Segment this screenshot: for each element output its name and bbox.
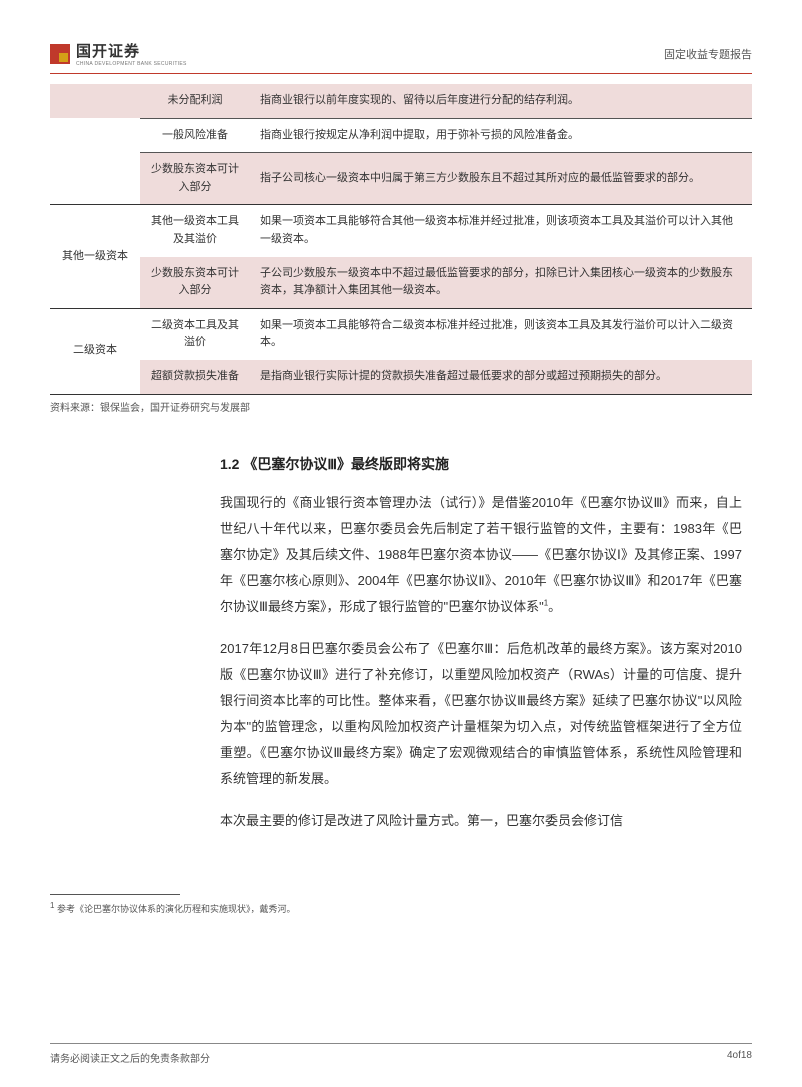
paragraph: 2017年12月8日巴塞尔委员会公布了《巴塞尔Ⅲ：后危机改革的最终方案》。该方案… <box>220 636 742 792</box>
table-row: 超额贷款损失准备 是指商业银行实际计提的贷款损失准备超过最低要求的部分或超过预期… <box>50 360 752 394</box>
footnote-text: 参考《论巴塞尔协议体系的演化历程和实施现状》，戴秀河。 <box>54 904 295 914</box>
desc-cell: 子公司少数股东一级资本中不超过最低监管要求的部分，扣除已计入集团核心一级资本的少… <box>250 257 752 309</box>
logo-icon <box>50 44 70 64</box>
cat-cell <box>50 153 140 205</box>
logo-text-en: CHINA DEVELOPMENT BANK SECURITIES <box>76 61 187 67</box>
body-content: 1.2 《巴塞尔协议Ⅲ》最终版即将实施 我国现行的《商业银行资本管理办法（试行）… <box>220 454 742 834</box>
page-header: 国开证券 CHINA DEVELOPMENT BANK SECURITIES 固… <box>50 40 752 74</box>
table-source: 资料来源：银保监会，国开证券研究与发展部 <box>50 399 752 414</box>
cat-cell <box>50 118 140 153</box>
item-cell: 二级资本工具及其溢价 <box>140 308 250 360</box>
cat-cell: 其他一级资本 <box>50 205 140 308</box>
footnote: 1 参考《论巴塞尔协议体系的演化历程和实施现状》，戴秀河。 <box>50 901 752 915</box>
desc-cell: 如果一项资本工具能够符合二级资本标准并经过批准，则该资本工具及其发行溢价可以计入… <box>250 308 752 360</box>
paragraph: 我国现行的《商业银行资本管理办法（试行）》是借鉴2010年《巴塞尔协议Ⅲ》而来，… <box>220 490 742 620</box>
table-row: 少数股东资本可计入部分 指子公司核心一级资本中归属于第三方少数股东且不超过其所对… <box>50 153 752 205</box>
desc-cell: 如果一项资本工具能够符合其他一级资本标准并经过批准，则该项资本工具及其溢价可以计… <box>250 205 752 257</box>
para-text-end: 。 <box>548 599 561 614</box>
capital-table: 未分配利润 指商业银行以前年度实现的、留待以后年度进行分配的结存利润。 一般风险… <box>50 84 752 395</box>
item-cell: 其他一级资本工具及其溢价 <box>140 205 250 257</box>
table-row: 少数股东资本可计入部分 子公司少数股东一级资本中不超过最低监管要求的部分，扣除已… <box>50 257 752 309</box>
desc-cell: 指商业银行按规定从净利润中提取，用于弥补亏损的风险准备金。 <box>250 118 752 153</box>
table-row: 其他一级资本 其他一级资本工具及其溢价 如果一项资本工具能够符合其他一级资本标准… <box>50 205 752 257</box>
item-cell: 未分配利润 <box>140 84 250 118</box>
item-cell: 超额贷款损失准备 <box>140 360 250 394</box>
cat-cell: 二级资本 <box>50 308 140 394</box>
logo: 国开证券 CHINA DEVELOPMENT BANK SECURITIES <box>50 40 187 67</box>
table-row: 未分配利润 指商业银行以前年度实现的、留待以后年度进行分配的结存利润。 <box>50 84 752 118</box>
logo-text-cn: 国开证券 <box>76 40 187 61</box>
section-heading: 1.2 《巴塞尔协议Ⅲ》最终版即将实施 <box>220 454 742 474</box>
page-number: 4of18 <box>727 1050 752 1065</box>
desc-cell: 指商业银行以前年度实现的、留待以后年度进行分配的结存利润。 <box>250 84 752 118</box>
footer-disclaimer: 请务必阅读正文之后的免责条款部分 <box>50 1050 210 1065</box>
page-footer: 请务必阅读正文之后的免责条款部分 4of18 <box>50 1043 752 1065</box>
desc-cell: 是指商业银行实际计提的贷款损失准备超过最低要求的部分或超过预期损失的部分。 <box>250 360 752 394</box>
item-cell: 少数股东资本可计入部分 <box>140 153 250 205</box>
item-cell: 一般风险准备 <box>140 118 250 153</box>
para-text: 我国现行的《商业银行资本管理办法（试行）》是借鉴2010年《巴塞尔协议Ⅲ》而来，… <box>220 495 742 614</box>
table-row: 一般风险准备 指商业银行按规定从净利润中提取，用于弥补亏损的风险准备金。 <box>50 118 752 153</box>
footnote-separator <box>50 894 180 895</box>
item-cell: 少数股东资本可计入部分 <box>140 257 250 309</box>
doc-type: 固定收益专题报告 <box>664 46 752 62</box>
cat-cell <box>50 84 140 118</box>
table-row: 二级资本 二级资本工具及其溢价 如果一项资本工具能够符合二级资本标准并经过批准，… <box>50 308 752 360</box>
paragraph: 本次最主要的修订是改进了风险计量方式。第一，巴塞尔委员会修订信 <box>220 808 742 834</box>
desc-cell: 指子公司核心一级资本中归属于第三方少数股东且不超过其所对应的最低监管要求的部分。 <box>250 153 752 205</box>
